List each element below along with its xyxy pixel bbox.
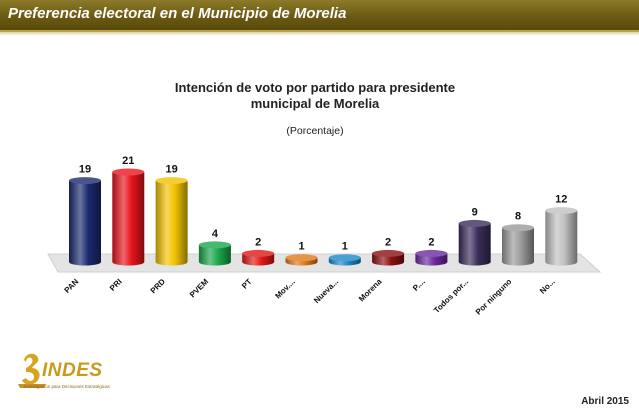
value-label: 1 — [298, 241, 304, 253]
category-label: PRI — [108, 277, 124, 293]
bar-body — [69, 180, 101, 266]
bar-body — [545, 210, 578, 266]
bar-body — [502, 227, 534, 266]
category-label: No... — [538, 277, 557, 296]
value-label: 4 — [212, 228, 219, 240]
category-label: PT — [240, 277, 254, 291]
value-label: 9 — [472, 206, 478, 218]
category-label: P.... — [411, 277, 427, 293]
bar-pt: 2 — [242, 236, 275, 266]
bar-top — [372, 249, 405, 257]
value-label: 19 — [79, 164, 91, 176]
bar-por-ninguno: 8 — [502, 211, 534, 266]
bar-top — [415, 249, 448, 257]
category-label: Mov.... — [273, 277, 297, 301]
bar-p: 2 — [415, 236, 448, 266]
banner-shadow — [0, 32, 639, 36]
bar-pvem: 4 — [198, 228, 231, 266]
bar-top — [328, 254, 361, 262]
category-label: PRD — [149, 277, 167, 295]
bar-prd: 19 — [155, 164, 188, 266]
category-label: PVEM — [188, 277, 211, 300]
bar-no: 12 — [545, 194, 578, 266]
value-label: 12 — [555, 194, 567, 206]
bar-todos-por: 9 — [458, 206, 491, 266]
logo-subtitle: Investigación para Decisiones Estratégic… — [24, 384, 110, 389]
chart-title: Intención de voto por partido para presi… — [150, 80, 480, 112]
bar-top — [458, 219, 491, 227]
bar-top — [112, 168, 145, 176]
bar-morena: 2 — [372, 236, 405, 266]
bar-top — [155, 177, 188, 185]
bar-top — [545, 207, 578, 215]
bar-nueva: 1 — [328, 241, 361, 266]
bar-body — [458, 223, 491, 266]
category-label: Nueva... — [312, 277, 340, 305]
bar-pan: 19 — [69, 164, 101, 266]
chart-title-line-1: Intención de voto por partido para presi… — [174, 80, 456, 95]
category-label: PAN — [63, 277, 81, 295]
bar-top — [69, 177, 101, 185]
header-banner: Preferencia electoral en el Municipio de… — [0, 0, 639, 32]
bar-pri: 21 — [112, 155, 145, 266]
bar-body — [155, 180, 188, 266]
value-label: 2 — [385, 236, 391, 248]
bar-top — [502, 224, 534, 232]
value-label: 19 — [165, 164, 177, 176]
value-label: 2 — [428, 236, 434, 248]
value-label: 21 — [122, 155, 134, 167]
bar-body — [112, 172, 145, 266]
value-label: 1 — [342, 241, 348, 253]
page-title: Preferencia electoral en el Municipio de… — [8, 5, 347, 22]
chart-title-line-2: municipal de Morelia — [250, 96, 380, 111]
category-labels: PAN PRI PRD PVEM PT Mov.... Nueva... Morena P...… — [63, 277, 557, 317]
footer-date: Abril 2015 — [581, 396, 629, 407]
bar-top — [198, 241, 231, 249]
category-label: Todos por... — [432, 277, 470, 315]
bar-mov: 1 — [285, 241, 318, 266]
bar-top — [242, 249, 275, 257]
category-label: Morena — [357, 277, 384, 304]
bar-body — [198, 244, 231, 266]
value-label: 8 — [515, 211, 521, 223]
indes-logo-icon — [18, 353, 46, 388]
value-label: 2 — [255, 236, 261, 248]
logo-text: INDES — [42, 360, 103, 381]
chart-subtitle: (Porcentaje) — [286, 125, 344, 137]
category-label: Por ninguno — [474, 277, 514, 317]
bar-top — [285, 254, 318, 262]
